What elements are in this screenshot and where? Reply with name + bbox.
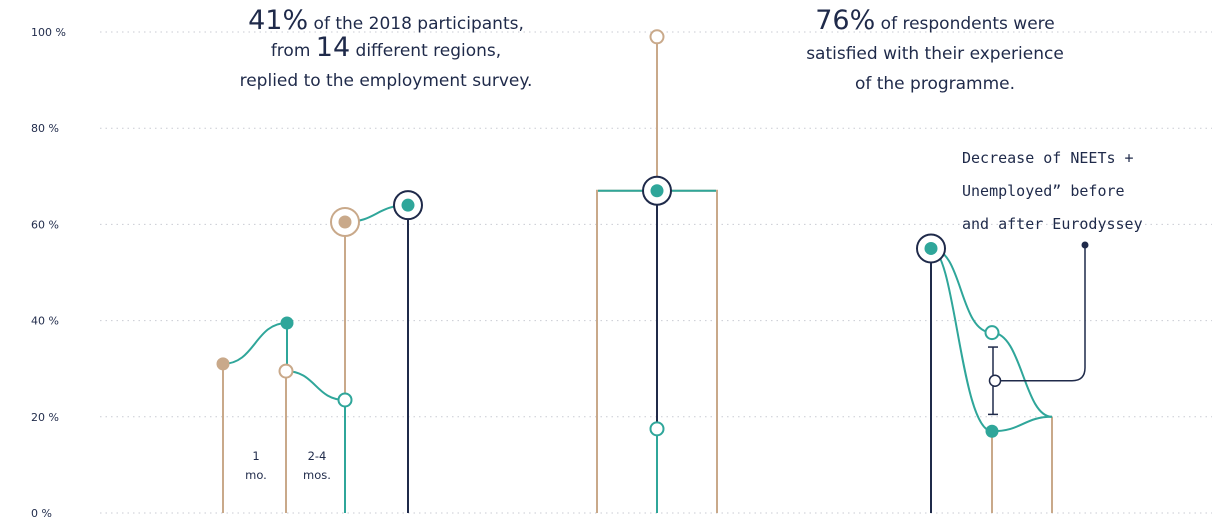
g1-point-4 — [337, 392, 353, 408]
g1-point-1 — [216, 357, 230, 371]
annotation-percent-symbol-76: % — [849, 5, 876, 36]
annotation-line3: replied to the employment survey. — [239, 71, 533, 91]
annotation-neets: Decrease of NEETs + Unemployed” before a… — [962, 142, 1143, 241]
g3-callout-dot — [1081, 241, 1089, 249]
y-tick-label-80: 80 % — [31, 122, 59, 135]
g3-link-upper-a — [930, 247, 993, 334]
annotation-percent-76: 76 — [815, 5, 850, 36]
chart-marks — [216, 29, 1089, 513]
g1-point-2 — [280, 316, 294, 330]
annotation-line2-prefix: from — [270, 41, 311, 61]
g2-point-1 — [649, 29, 665, 45]
g1-link-1 — [222, 322, 288, 365]
y-axis: 0 % 20 % 40 % 60 % 80 % 100 % — [31, 26, 66, 519]
g1-link-2 — [285, 370, 346, 401]
label-2-4-months: 2-4 mos. — [294, 447, 340, 485]
neets-line3: and after Eurodyssey — [962, 215, 1143, 233]
annotation-sat-line1: of respondents were — [880, 14, 1055, 34]
g3-point-3 — [985, 424, 999, 438]
annotation-line1: of the 2018 participants, — [313, 14, 524, 34]
annotation-percent-41: 41 — [248, 5, 283, 36]
neets-line2: Unemployed” before — [962, 182, 1125, 200]
annotation-line2: different regions, — [355, 41, 502, 61]
g3-point-1 — [924, 241, 938, 255]
label-2-4-months-num: 2-4 — [307, 449, 327, 463]
g2-point-2 — [650, 184, 664, 198]
annotation-satisfaction: 76% of respondents were satisfied with t… — [760, 5, 1110, 97]
y-tick-label-0: 0 % — [31, 507, 52, 519]
y-tick-label-20: 20 % — [31, 411, 59, 424]
g3-callout-connector — [995, 245, 1086, 382]
y-tick-label-40: 40 % — [31, 315, 59, 328]
g1-point-3 — [278, 363, 294, 379]
neets-line1: Decrease of NEETs + — [962, 149, 1134, 167]
annotation-regions-count: 14 — [315, 32, 351, 63]
g3-midpoint — [988, 374, 1002, 387]
label-1-month-unit: mo. — [245, 468, 267, 482]
label-1-month: 1 mo. — [236, 447, 276, 485]
g3-link-upper-b — [991, 331, 1053, 418]
g2-point-3 — [649, 421, 665, 437]
label-2-4-months-unit: mos. — [303, 468, 331, 482]
y-tick-label-60: 60 % — [31, 218, 59, 231]
annotation-percent-symbol: % — [282, 5, 309, 36]
label-1-month-num: 1 — [252, 449, 260, 463]
g3-link-lower-a — [930, 247, 993, 433]
g3-link-lower-b — [991, 415, 1053, 433]
annotation-sat-line2: satisfied with their experience — [806, 44, 1064, 64]
annotation-sat-line3: of the programme. — [854, 74, 1016, 94]
annotation-participants: 41% of the 2018 participants, from 14 di… — [196, 5, 576, 94]
g1-point-5 — [338, 215, 352, 229]
y-tick-label-100: 100 % — [31, 26, 66, 39]
g3-point-2 — [984, 325, 1000, 341]
g1-point-6 — [401, 198, 415, 212]
